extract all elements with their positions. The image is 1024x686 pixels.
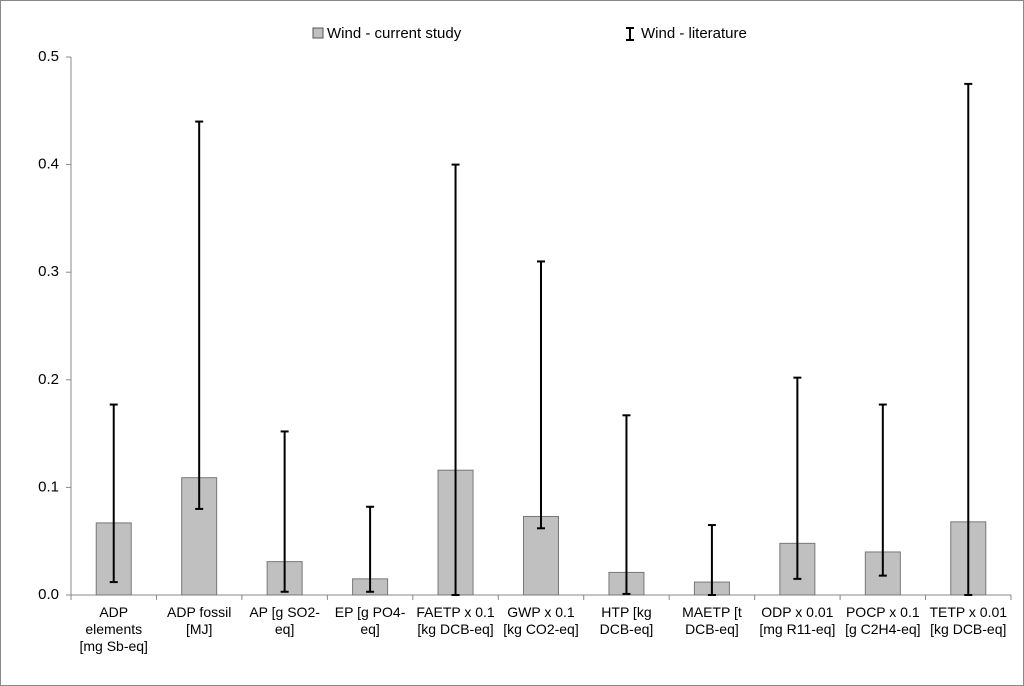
y-tick-label: 0.0	[38, 586, 59, 603]
x-tick-label: HTP [kg DCB-eq]	[599, 604, 654, 637]
x-tick-label: EP [g PO4-eq]	[334, 604, 406, 637]
x-tick-label: AP [g SO2-eq]	[249, 604, 320, 637]
x-tick-label: ADP elements [mg Sb-eq]	[79, 604, 148, 654]
y-tick-label: 0.4	[38, 156, 59, 173]
legend-swatch	[312, 27, 324, 39]
y-tick-label: 0.1	[38, 478, 59, 495]
legend-label: Wind - current study	[327, 25, 462, 42]
x-tick-label: ODP x 0.01 [mg R11-eq]	[759, 604, 836, 637]
y-tick-label: 0.2	[38, 371, 59, 388]
x-tick-label: POCP x 0.1 [g C2H4-eq]	[845, 604, 921, 637]
x-tick-label: MAETP [t DCB-eq]	[682, 604, 742, 637]
x-tick-label: GWP x 0.1 [kg CO2-eq]	[503, 604, 579, 637]
x-tick-label: FAETP x 0.1 [kg DCB-eq]	[416, 604, 495, 637]
legend-label: Wind - literature	[641, 25, 747, 42]
x-tick-label: ADP fossil [MJ]	[167, 604, 232, 637]
x-tick-label: TETP x 0.01 [kg DCB-eq]	[929, 604, 1008, 637]
bar	[523, 515, 559, 596]
y-tick-label: 0.3	[38, 263, 59, 280]
y-tick-label: 0.5	[38, 48, 59, 65]
